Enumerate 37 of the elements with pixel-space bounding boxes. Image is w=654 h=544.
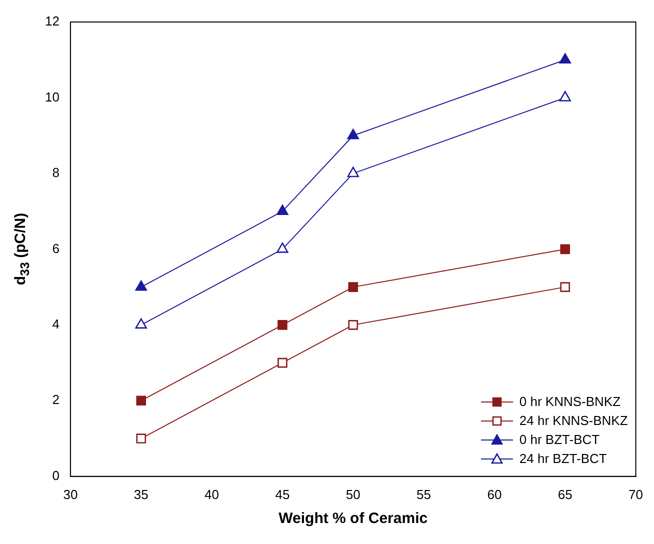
x-tick-label: 45 bbox=[275, 486, 290, 502]
point bbox=[278, 320, 288, 330]
point bbox=[135, 318, 147, 329]
x-tick-label: 30 bbox=[63, 486, 78, 502]
point bbox=[559, 53, 571, 64]
y-tick-label: 6 bbox=[52, 240, 60, 256]
x-tick-label: 60 bbox=[487, 486, 502, 502]
point bbox=[347, 128, 359, 140]
x-tick-label: 50 bbox=[346, 486, 360, 502]
point bbox=[347, 166, 359, 178]
y-tick-label: 2 bbox=[52, 392, 60, 408]
x-axis-title: Weight % of Ceramic bbox=[278, 510, 428, 528]
point bbox=[278, 358, 288, 368]
point bbox=[348, 320, 358, 330]
point bbox=[560, 244, 570, 254]
legend-label: 24 hr BZT-BCT bbox=[519, 450, 607, 468]
x-tick-label: 40 bbox=[204, 486, 220, 502]
legend-label: 0 hr KNNS-BNKZ bbox=[519, 393, 621, 412]
point bbox=[136, 434, 146, 444]
y-tick-label: 10 bbox=[44, 89, 60, 104]
x-tick-label: 65 bbox=[558, 486, 572, 502]
point bbox=[559, 91, 571, 102]
legend-label: 24 hr KNNS-BNKZ bbox=[519, 412, 628, 430]
y-tick-label: 0 bbox=[52, 468, 60, 483]
point bbox=[560, 282, 570, 292]
y-tick-label: 12 bbox=[44, 14, 60, 29]
x-tick-label: 55 bbox=[416, 486, 432, 502]
point bbox=[135, 280, 147, 291]
point bbox=[348, 282, 358, 292]
y-tick-label: 4 bbox=[52, 316, 60, 332]
x-tick-label: 70 bbox=[628, 486, 644, 502]
legend-label: 0 hr BZT-BCT bbox=[519, 431, 600, 450]
x-tick-label: 35 bbox=[134, 486, 148, 502]
point bbox=[136, 396, 146, 406]
point bbox=[276, 204, 288, 215]
y-tick-label: 8 bbox=[52, 165, 60, 180]
point bbox=[276, 242, 288, 253]
